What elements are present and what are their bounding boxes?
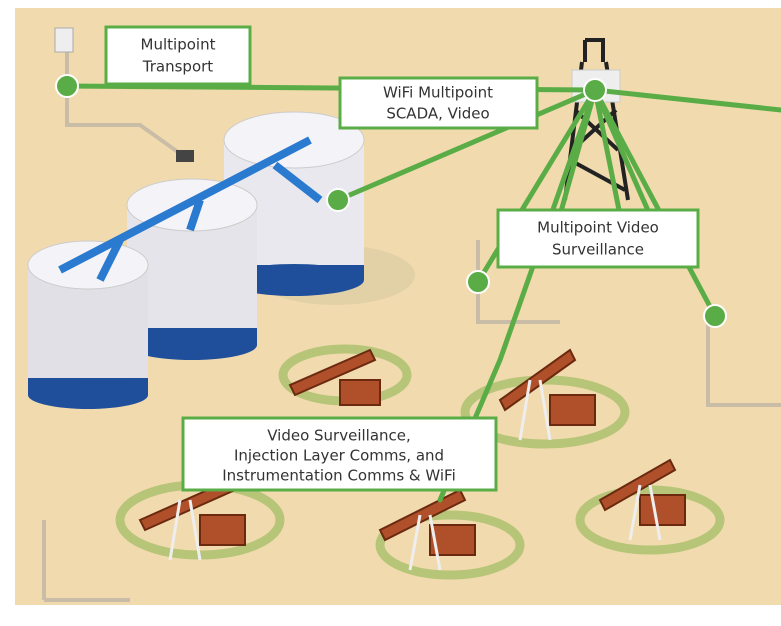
label-line: Injection Layer Comms, and <box>234 447 444 465</box>
label-surveillance: Video Surveillance, Injection Layer Comm… <box>183 418 496 490</box>
label-line: Surveillance <box>552 241 644 259</box>
label-transport: Multipoint Transport <box>106 27 250 84</box>
label-line: WiFi Multipoint <box>383 84 493 102</box>
label-line: Multipoint Video <box>537 219 659 237</box>
label-wifi: WiFi Multipoint SCADA, Video <box>340 78 537 128</box>
label-line: Transport <box>142 58 214 76</box>
label-line: SCADA, Video <box>386 105 489 123</box>
page: Multipoint Transport WiFi Multipoint SCA… <box>0 0 781 626</box>
label-line: Video Surveillance, <box>267 427 411 445</box>
label-line: Instrumentation Comms & WiFi <box>222 467 456 485</box>
oilfield-diagram: Multipoint Transport WiFi Multipoint SCA… <box>0 0 781 626</box>
label-line: Multipoint <box>141 36 216 54</box>
label-video: Multipoint Video Surveillance <box>498 210 698 267</box>
